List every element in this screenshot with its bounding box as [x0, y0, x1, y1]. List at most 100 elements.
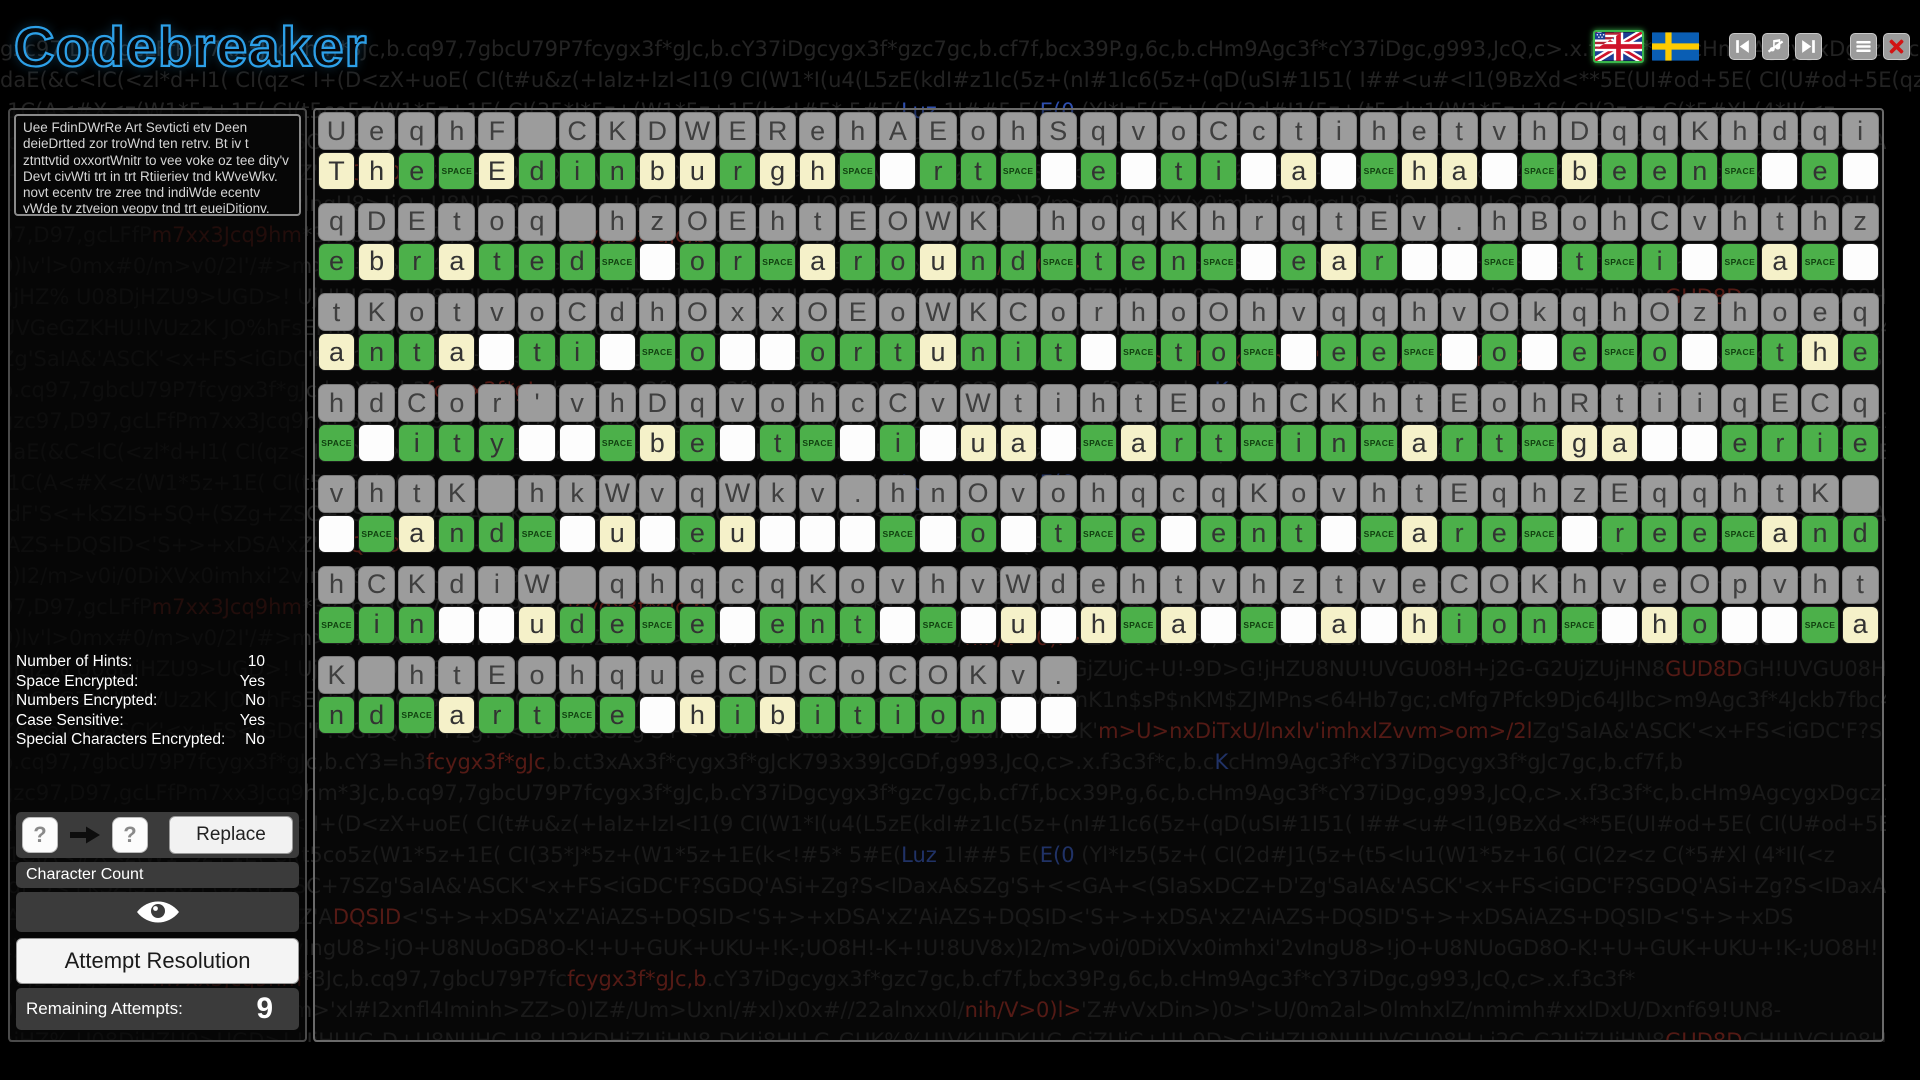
close-button[interactable]: [1883, 33, 1910, 60]
plain-tile[interactable]: SPACE: [1360, 152, 1398, 190]
plain-tile[interactable]: SPACE: [438, 152, 476, 190]
tile-pair[interactable]: k: [1520, 293, 1558, 372]
tile-pair[interactable]: h SPACE: [1801, 565, 1839, 644]
tile-pair[interactable]: n: [919, 474, 957, 553]
tile-pair[interactable]: h SPACE: [1240, 565, 1278, 644]
tile-pair[interactable]: d: [478, 474, 516, 553]
tile-pair[interactable]: i: [1841, 112, 1879, 190]
tile-pair[interactable]: k: [558, 474, 596, 553]
plain-tile[interactable]: [839, 424, 877, 463]
plain-tile[interactable]: t: [478, 242, 516, 281]
tile-pair[interactable]: v: [638, 474, 676, 553]
plain-tile[interactable]: SPACE: [1721, 333, 1759, 372]
plain-tile[interactable]: t: [1159, 333, 1198, 372]
plain-tile[interactable]: n: [959, 333, 997, 372]
plain-tile[interactable]: a: [398, 514, 436, 553]
plain-tile[interactable]: a: [1159, 605, 1198, 644]
tile-pair[interactable]: h SPACE: [1480, 202, 1518, 281]
tile-pair[interactable]: v: [1601, 565, 1639, 644]
tile-pair[interactable]: h SPACE: [1039, 202, 1077, 281]
character-count-header[interactable]: Character Count: [16, 862, 299, 888]
plain-tile[interactable]: e: [1841, 424, 1879, 463]
plain-tile[interactable]: b: [759, 696, 797, 735]
tile-pair[interactable]: h SPACE: [1360, 112, 1398, 190]
tile-pair[interactable]: d: [999, 202, 1037, 281]
tile-pair[interactable]: h SPACE: [1560, 565, 1598, 644]
plain-tile[interactable]: h: [358, 152, 396, 190]
plain-tile[interactable]: [1520, 333, 1558, 372]
plain-tile[interactable]: t: [1159, 152, 1198, 190]
tile-pair[interactable]: h SPACE: [1520, 474, 1558, 553]
visibility-toggle[interactable]: [16, 892, 299, 932]
plain-tile[interactable]: d: [518, 152, 556, 190]
plain-tile[interactable]: o: [1480, 605, 1518, 644]
plain-tile[interactable]: [1480, 152, 1518, 190]
tile-pair[interactable]: d: [358, 656, 396, 735]
plain-tile[interactable]: t: [518, 333, 556, 372]
plain-tile[interactable]: n: [1320, 424, 1358, 463]
plain-tile[interactable]: e: [1641, 514, 1679, 553]
plain-tile[interactable]: n: [398, 605, 436, 644]
tile-pair[interactable]: c: [718, 565, 757, 644]
plain-tile[interactable]: [1280, 333, 1318, 372]
plain-tile[interactable]: SPACE: [318, 605, 356, 644]
tile-pair[interactable]: h SPACE: [1520, 112, 1558, 190]
tile-pair[interactable]: h SPACE: [358, 474, 396, 553]
plain-tile[interactable]: [1079, 333, 1117, 372]
plain-tile[interactable]: t: [1480, 424, 1518, 463]
plain-tile[interactable]: n: [1801, 514, 1839, 553]
plain-tile[interactable]: SPACE: [1520, 514, 1558, 553]
skip-next-button[interactable]: [1795, 33, 1822, 60]
plain-tile[interactable]: [1240, 242, 1278, 281]
plain-tile[interactable]: a: [1400, 424, 1438, 463]
plain-tile[interactable]: e: [1681, 514, 1719, 553]
tile-pair[interactable]: v: [1681, 202, 1719, 281]
tile-pair[interactable]: v: [1400, 202, 1438, 281]
plain-tile[interactable]: [1681, 333, 1719, 372]
plain-tile[interactable]: [358, 424, 396, 463]
plain-tile[interactable]: n: [959, 696, 997, 735]
plain-tile[interactable]: [999, 514, 1037, 553]
plain-tile[interactable]: e: [318, 242, 356, 281]
plain-tile[interactable]: [438, 605, 476, 644]
plain-tile[interactable]: e: [1119, 514, 1157, 553]
plain-tile[interactable]: e: [678, 514, 716, 553]
plain-tile[interactable]: n: [799, 605, 837, 644]
plain-tile[interactable]: e: [1601, 152, 1639, 190]
plain-tile[interactable]: a: [1280, 152, 1318, 190]
tile-pair[interactable]: v: [558, 384, 596, 463]
tile-pair[interactable]: i: [1681, 384, 1719, 463]
plain-tile[interactable]: a: [799, 242, 837, 281]
plain-tile[interactable]: d: [1841, 514, 1879, 553]
tile-pair[interactable]: d: [1761, 112, 1799, 190]
tile-pair[interactable]: v: [1280, 293, 1318, 372]
